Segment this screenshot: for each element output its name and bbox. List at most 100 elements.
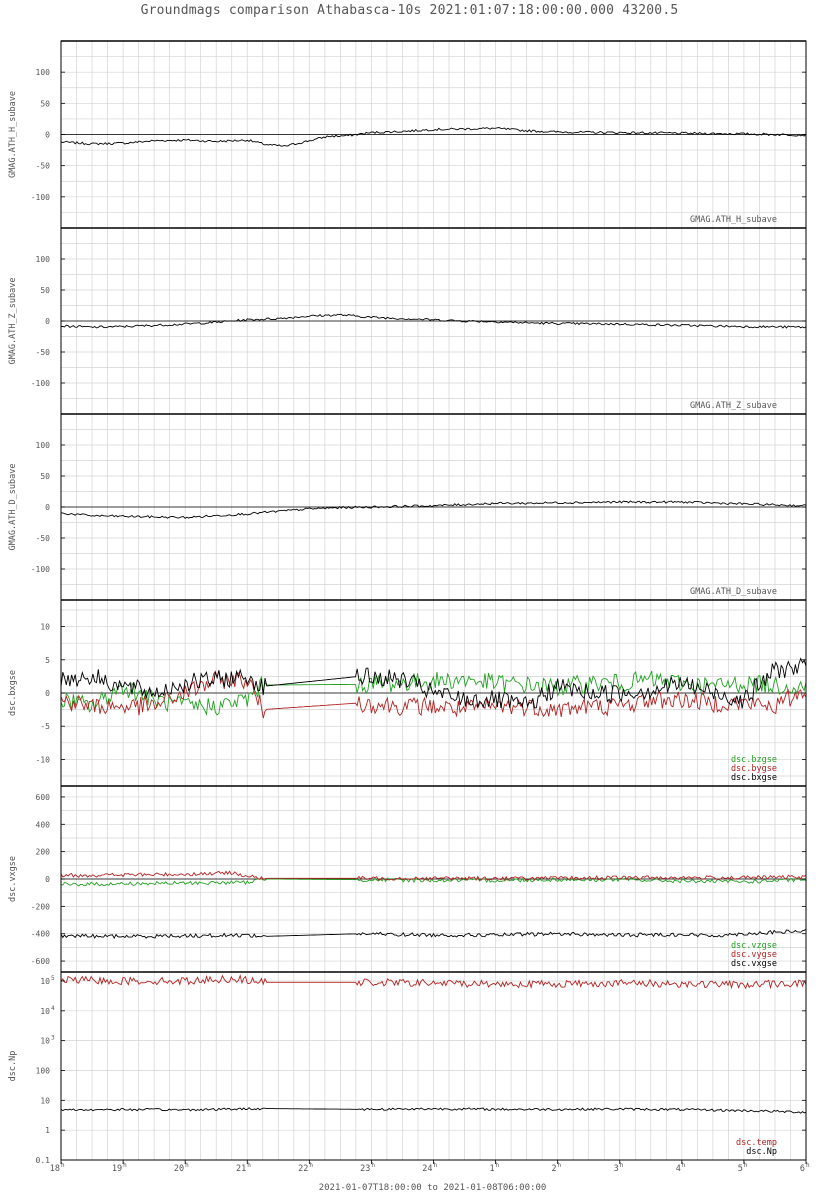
x-tick-label: 2 [552,1164,557,1174]
y-tick-label: -100 [31,565,50,574]
x-tick-label: 5 [738,1164,743,1174]
y-tick-label: -100 [31,193,50,202]
y-tick-label: 5 [45,656,50,665]
series-line-dsc-vxgse [60,928,807,940]
y-tick-label: 50 [40,286,50,295]
y-tick-label: 100 [36,1066,51,1075]
series-line-dsc-vygse [60,870,807,882]
x-tick-label: 21 [236,1164,246,1174]
legend-entry: dsc.vzgse [731,941,777,951]
y-tick-label: -10 [36,755,51,764]
y-tick-label: 0 [45,317,50,326]
y-axis-label: dsc.bxgse [8,670,18,716]
series-line-dsc-vzgse [60,877,807,887]
x-tick-label: 20 [174,1164,184,1174]
y-tick-label: -50 [36,348,51,357]
legend-entry: dsc.Np [746,1147,777,1157]
y-tick-label: 100 [36,441,51,450]
y-tick-label: 10 [40,623,50,632]
y-tick-label: 400 [36,820,51,829]
time-range-label: 2021-01-07T18:00:00 to 2021-01-08T06:00:… [318,1183,547,1193]
panel-1 [60,40,807,229]
y-axis-label: dsc.vxgse [8,856,18,902]
y-tick-label: 1 [45,1126,50,1135]
y-tick-exponent: 4 [51,1005,55,1012]
legend-entry: dsc.bzgse [731,755,777,765]
x-tick-label: 18 [50,1164,60,1174]
y-tick-label: 50 [40,472,50,481]
x-tick-suffix: h [744,1162,748,1169]
legend-entry: GMAG.ATH_Z_subave [690,401,777,411]
y-tick-label: -400 [31,930,50,939]
x-tick-suffix: h [247,1162,251,1169]
y-tick-label: 50 [40,99,50,108]
x-tick-suffix: h [806,1162,810,1169]
x-tick-suffix: h [309,1162,313,1169]
y-tick-exponent: 3 [51,1035,55,1042]
y-tick-label: 0 [45,131,50,140]
y-tick-label: 10 [40,1007,50,1016]
y-tick-label: -600 [31,957,50,966]
series-line-gmag-ath-d-subave [60,500,807,519]
legend-entry: GMAG.ATH_D_subave [690,587,777,597]
y-tick-label: 10 [40,977,50,986]
legend-entry: GMAG.ATH_H_subave [690,215,777,225]
y-tick-label: -100 [31,379,50,388]
y-tick-label: 0 [45,689,50,698]
x-tick-suffix: h [434,1162,438,1169]
y-tick-label: 0.1 [36,1156,51,1165]
y-tick-label: 0 [45,503,50,512]
x-tick-label: 22 [298,1164,308,1174]
y-axis-label: GMAG.ATH_D_subave [8,464,18,551]
panel-3 [60,413,807,601]
series-line-dsc-np [60,1107,807,1114]
y-axis-label: GMAG.ATH_Z_subave [8,278,18,365]
x-tick-label: 6 [800,1164,805,1174]
y-tick-label: -50 [36,534,51,543]
y-tick-label: 100 [36,255,51,264]
x-tick-suffix: h [682,1162,686,1169]
series-line-dsc-temp [60,974,807,990]
legend-entry: dsc.vygse [731,950,777,960]
y-tick-label: -5 [40,722,50,731]
y-tick-label: 100 [36,68,51,77]
x-tick-suffix: h [558,1162,562,1169]
panel-4 [60,599,807,787]
x-tick-label: 23 [360,1164,370,1174]
y-tick-label: 10 [40,1096,50,1105]
series-line-gmag-ath-h-subave [60,127,807,147]
y-tick-label: 200 [36,848,51,857]
x-tick-suffix: h [620,1162,624,1169]
panel-5 [60,785,807,973]
y-tick-label: -200 [31,902,50,911]
series-line-gmag-ath-z-subave [60,313,807,329]
chart-title: Groundmags comparison Athabasca-10s 2021… [140,3,679,18]
y-tick-label: -50 [36,162,51,171]
x-tick-suffix: h [61,1162,65,1169]
legend-entry: dsc.vxgse [731,959,777,969]
x-tick-label: 3 [614,1164,619,1174]
legend-entry: dsc.bxgse [731,773,777,783]
series-line-dsc-bzgse [60,670,807,717]
y-tick-exponent: 5 [51,975,55,982]
panel-6 [60,971,807,1161]
panel-2 [60,227,807,415]
y-tick-label: 10 [40,1037,50,1046]
x-tick-label: 4 [676,1164,681,1174]
x-tick-label: 24 [422,1164,432,1174]
x-tick-label: 1 [489,1164,494,1174]
x-tick-suffix: h [371,1162,375,1169]
legend-entry: dsc.temp [736,1138,777,1148]
x-tick-suffix: h [496,1162,500,1169]
y-axis-label: dsc.Np [8,1051,18,1082]
x-tick-suffix: h [123,1162,127,1169]
y-axis-label: GMAG.ATH_H_subave [8,91,18,178]
series-line-dsc-bxgse [60,657,807,709]
x-tick-suffix: h [185,1162,189,1169]
y-tick-label: 600 [36,793,51,802]
x-tick-label: 19 [112,1164,122,1174]
series-line-dsc-bygse [60,670,807,719]
legend-entry: dsc.bygse [731,764,777,774]
y-tick-label: 0 [45,875,50,884]
